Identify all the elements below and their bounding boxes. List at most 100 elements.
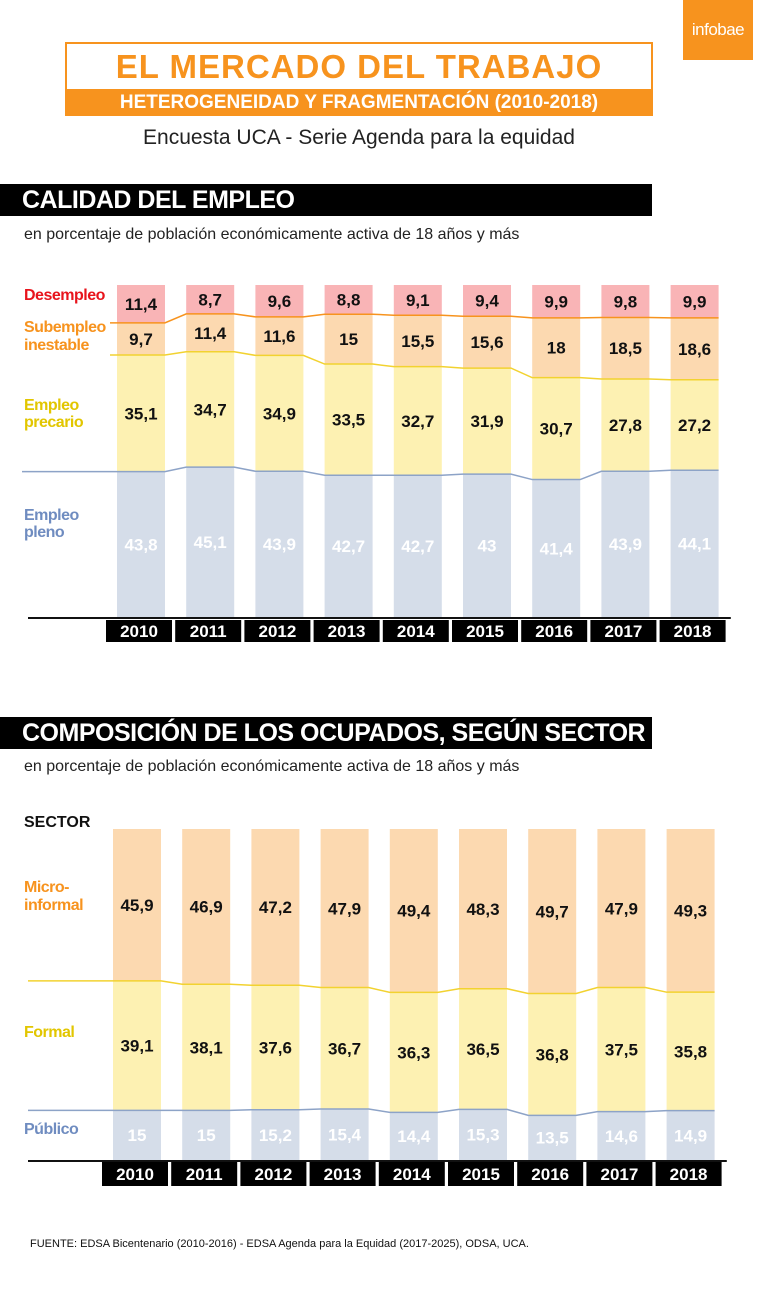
series-label: Empleo: [24, 507, 80, 524]
data-label: 15: [197, 1126, 216, 1145]
boundary-line: [28, 1108, 715, 1117]
data-label: 9,9: [683, 292, 707, 311]
data-label: 45,9: [120, 896, 153, 915]
bar-segment-desempleo-2018: [670, 285, 719, 318]
bar-segment-empleo-precario-2012: [255, 355, 304, 472]
bar-segment-formal-2016: [528, 993, 577, 1116]
boundary-line: [28, 980, 715, 995]
bar-segment-empleo-precario-2010: [117, 355, 165, 472]
year-box: [309, 1162, 376, 1186]
series-label: informal: [24, 897, 83, 914]
bar-segment-p-blico-2018: [666, 1110, 715, 1160]
x-tick-label: 2018: [670, 1165, 708, 1184]
data-label: 9,6: [268, 292, 292, 311]
bar-segment-p-blico-2013: [320, 1109, 369, 1160]
year-box: [452, 620, 518, 642]
bar-segment-empleo-pleno-2012: [255, 471, 304, 617]
boundary-line: [110, 351, 719, 381]
data-label: 8,8: [337, 291, 361, 310]
series-label: Formal: [24, 1024, 74, 1041]
data-label: 34,7: [194, 400, 227, 419]
data-label: 36,5: [466, 1040, 499, 1059]
data-label: 32,7: [401, 412, 434, 431]
x-tick-label: 2010: [120, 622, 158, 641]
series-label: Empleo: [24, 397, 80, 414]
data-label: 15,4: [328, 1126, 362, 1145]
data-label: 43,9: [609, 535, 642, 554]
x-tick-label: 2014: [397, 622, 435, 641]
bar-segment-p-blico-2010: [113, 1110, 161, 1160]
series-label: Público: [24, 1121, 79, 1138]
data-label: 46,9: [190, 898, 223, 917]
data-label: 37,5: [605, 1041, 638, 1060]
data-label: 9,8: [614, 292, 638, 311]
data-label: 36,8: [536, 1045, 569, 1064]
data-label: 11,4: [125, 295, 158, 314]
year-box: [590, 620, 657, 642]
bar-segment-empleo-precario-2013: [324, 364, 373, 476]
data-label: 30,7: [540, 420, 573, 439]
data-label: 49,4: [397, 902, 431, 921]
bar-segment-subempleo-inestable-2010: [117, 322, 165, 356]
data-label: 35,1: [124, 404, 157, 423]
data-label: 11,6: [263, 327, 295, 346]
bar-segment-subempleo-inestable-2012: [255, 316, 304, 356]
bar-segment-empleo-pleno-2010: [117, 471, 165, 617]
legend-title: SECTOR: [24, 814, 91, 831]
bar-segment-desempleo-2014: [393, 285, 442, 316]
bar-segment-desempleo-2013: [324, 285, 373, 315]
bar-segment-formal-2010: [113, 980, 161, 1111]
bar-segment-empleo-precario-2015: [463, 368, 511, 475]
data-label: 15: [339, 330, 358, 349]
data-label: 27,8: [609, 416, 642, 435]
year-box: [659, 620, 726, 642]
data-label: 9,1: [406, 291, 430, 310]
bar-segment-empleo-pleno-2017: [601, 471, 650, 617]
data-label: 42,7: [401, 537, 434, 556]
x-tick-label: 2017: [604, 622, 642, 641]
data-label: 31,9: [470, 412, 503, 431]
data-label: 39,1: [120, 1037, 153, 1056]
x-tick-label: 2016: [531, 1165, 569, 1184]
year-box: [175, 620, 242, 642]
data-label: 14,9: [674, 1126, 707, 1145]
bar-segment-empleo-precario-2011: [186, 351, 235, 468]
series-label: Desempleo: [24, 287, 106, 304]
data-label: 9,7: [129, 330, 153, 349]
data-label: 34,9: [263, 404, 296, 423]
subtitle: Encuesta UCA - Serie Agenda para la equi…: [143, 126, 575, 149]
bar-segment-formal-2017: [597, 987, 646, 1112]
x-tick-label: 2010: [116, 1165, 154, 1184]
bar-segment-p-blico-2016: [528, 1115, 577, 1160]
bar-segment-subempleo-inestable-2013: [324, 314, 373, 365]
bar-segment-formal-2018: [666, 992, 715, 1111]
bar-segment-micro-informal-2013: [320, 829, 369, 988]
bar-segment-empleo-precario-2017: [601, 378, 650, 472]
data-label: 49,7: [536, 902, 569, 921]
boundary-line: [110, 313, 719, 324]
data-label: 15: [128, 1126, 147, 1145]
data-label: 43: [478, 537, 497, 556]
data-label: 15,6: [470, 333, 503, 352]
bar-segment-subempleo-inestable-2014: [393, 315, 442, 367]
data-label: 47,2: [259, 898, 292, 917]
title-band: HETEROGENEIDAD Y FRAGMENTACIÓN (2010-201…: [67, 89, 651, 116]
bar-segment-desempleo-2010: [117, 285, 165, 323]
x-tick-label: 2018: [674, 622, 712, 641]
section-title-composicion: COMPOSICIÓN DE LOS OCUPADOS, SEGÚN SECTO…: [0, 717, 652, 749]
data-label: 47,9: [328, 899, 361, 918]
x-tick-label: 2012: [254, 1165, 292, 1184]
data-label: 9,4: [475, 292, 499, 311]
year-box: [517, 1162, 584, 1186]
year-box: [448, 1162, 514, 1186]
year-box: [521, 620, 588, 642]
data-label: 35,8: [674, 1042, 707, 1061]
year-box: [240, 1162, 307, 1186]
title-box: EL MERCADO DEL TRABAJO HETEROGENEIDAD Y …: [65, 42, 653, 116]
x-tick-label: 2013: [324, 1165, 362, 1184]
main-title: EL MERCADO DEL TRABAJO: [115, 48, 603, 85]
data-label: 49,3: [674, 902, 707, 921]
bar-segment-empleo-pleno-2013: [324, 475, 373, 617]
bar-segment-subempleo-inestable-2018: [670, 317, 719, 380]
